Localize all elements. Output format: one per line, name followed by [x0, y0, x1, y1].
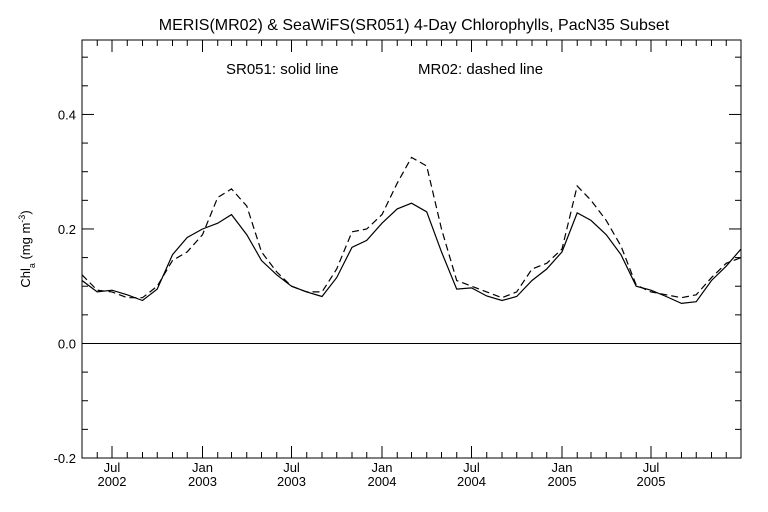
- x-axis-ticks: Jul2002Jan2003Jul2003Jan2004Jul2004Jan20…: [96, 40, 727, 489]
- series-line-mr02: [81, 156, 742, 299]
- y-tick-label: 0.4: [58, 107, 76, 122]
- y-axis-label-base: Chl: [18, 268, 33, 288]
- x-tick-year-label: 2002: [98, 474, 127, 489]
- x-tick-month-label: Jul: [104, 460, 121, 475]
- x-tick-year-label: 2004: [368, 474, 397, 489]
- y-axis-label-unit: (mg m: [18, 223, 33, 263]
- x-tick-year-label: 2005: [548, 474, 577, 489]
- x-tick-month-label: Jan: [372, 460, 393, 475]
- plot-frame: [81, 39, 742, 459]
- chart-title: MERIS(MR02) & SeaWiFS(SR051) 4-Day Chlor…: [159, 17, 670, 34]
- y-tick-label: 0.0: [58, 336, 76, 351]
- y-tick-label: 0.2: [58, 222, 76, 237]
- y-axis-label-close: ): [18, 210, 33, 214]
- y-axis-label-sup: -3: [17, 215, 27, 223]
- y-axis-ticks: -0.2 0.0 0.2 0.4: [54, 56, 741, 466]
- series-group: [81, 156, 742, 305]
- y-axis-label-sub: a: [27, 263, 37, 268]
- x-tick-month-label: Jan: [552, 460, 573, 475]
- x-tick-year-label: 2005: [637, 474, 666, 489]
- x-tick-year-label: 2003: [277, 474, 306, 489]
- x-tick-month-label: Jul: [283, 460, 300, 475]
- series-annotation-solid: SR051: solid line: [226, 61, 339, 78]
- x-tick-year-label: 2004: [457, 474, 486, 489]
- series-annotation-dashed: MR02: dashed line: [418, 61, 543, 78]
- x-tick-year-label: 2003: [188, 474, 217, 489]
- y-axis-label: Chla (mg m-3): [17, 210, 37, 287]
- series-line-sr051: [81, 202, 742, 305]
- x-tick-month-label: Jan: [192, 460, 213, 475]
- x-tick-month-label: Jul: [463, 460, 480, 475]
- y-tick-label: -0.2: [54, 451, 76, 466]
- x-tick-month-label: Jul: [643, 460, 660, 475]
